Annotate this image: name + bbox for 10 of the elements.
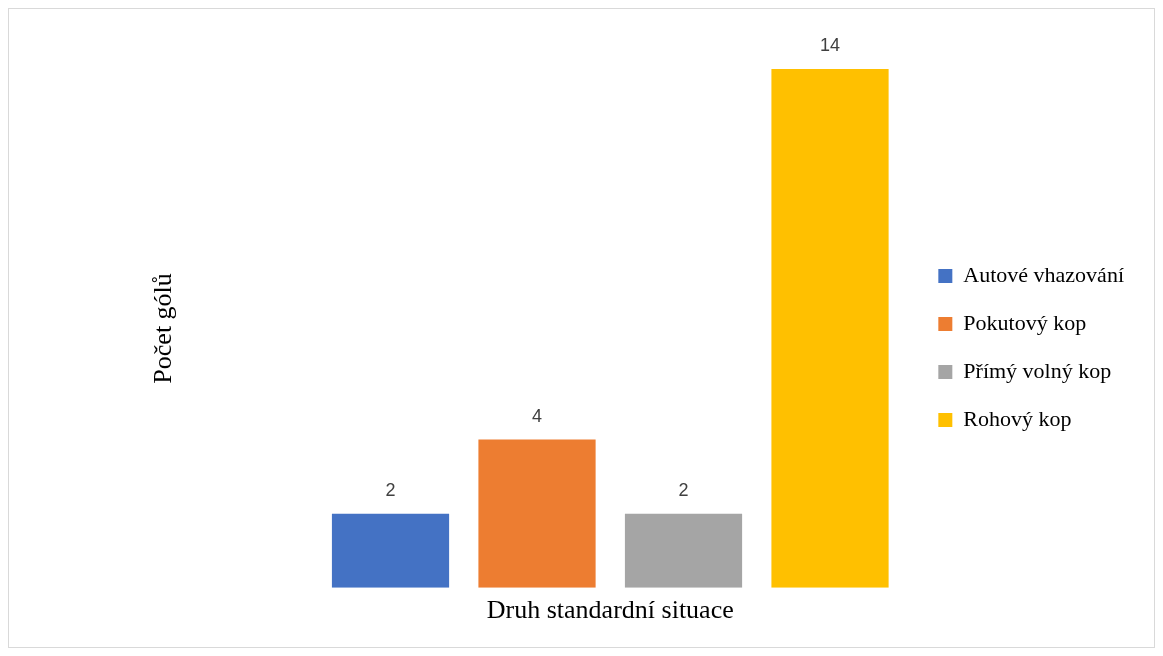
data-label: 4 [532,405,543,426]
data-label: 2 [385,479,396,500]
legend-label: Autové vhazování [963,261,1124,287]
legend-label: Rohový kop [963,405,1072,431]
y-axis-title: Počet gólů [148,273,178,384]
data-label: 2 [678,479,689,500]
legend-label: Pokutový kop [963,309,1087,335]
legend-label: Přímý volný kop [963,357,1112,383]
x-axis-title: Druh standardní situace [486,595,734,625]
data-label: 14 [820,34,841,55]
